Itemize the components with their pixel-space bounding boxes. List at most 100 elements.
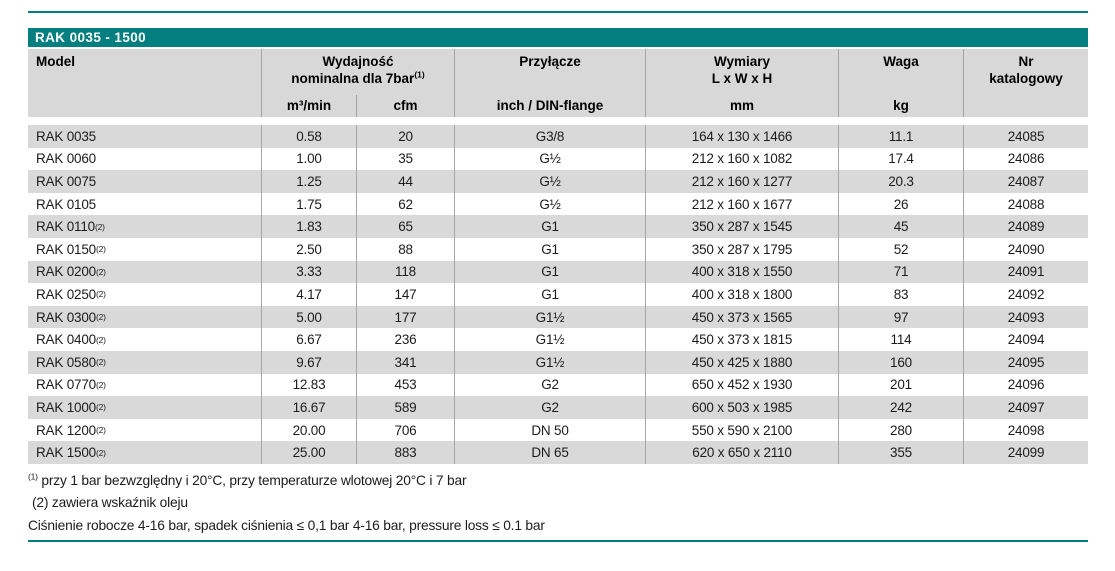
cell-catalog-number: 24099: [963, 441, 1088, 464]
cell-catalog-number: 24095: [963, 350, 1088, 374]
cell-catalog-number: 24094: [963, 328, 1088, 351]
column-header-unit-cfm: cfm: [356, 95, 454, 117]
cell-dimensions: 450 x 373 x 1815: [645, 328, 838, 351]
cell-weight: 45: [838, 215, 963, 238]
cell-model: RAK 0075: [36, 173, 96, 189]
cell-model: RAK 0300 (2): [36, 309, 106, 325]
footnote-1: (1) przy 1 bar bezwzględny i 20°C, przy …: [28, 471, 467, 488]
cell-weight: 201: [838, 373, 963, 397]
cell-dimensions: 350 x 287 x 1545: [645, 215, 838, 238]
cell-cfm: 453: [356, 373, 454, 397]
bottom-divider-rule: [28, 539, 1088, 542]
cell-connection: G1: [454, 237, 645, 261]
cell-weight: 26: [838, 192, 963, 216]
column-header-unit-m3min: m³/min: [261, 95, 356, 117]
table-row: RAK 0250 (2) 4.17 147 G1 400 x 318 x 1800…: [28, 283, 1088, 306]
cell-catalog-number: 24093: [963, 305, 1088, 329]
cell-connection: G1½: [454, 350, 645, 374]
column-header-model: Model: [36, 54, 75, 69]
cell-model: RAK 0035: [36, 128, 96, 144]
cell-cfm: 62: [356, 192, 454, 216]
top-divider-rule: [28, 11, 1088, 13]
cell-dimensions: 450 x 425 x 1880: [645, 350, 838, 374]
cell-catalog-number: 24087: [963, 170, 1088, 193]
table-row: RAK 0035 0.58 20 G3/8 164 x 130 x 1466 1…: [28, 125, 1088, 148]
cell-catalog-number: 24091: [963, 260, 1088, 284]
cell-m3min: 6.67: [261, 328, 356, 351]
cell-dimensions: 450 x 373 x 1565: [645, 305, 838, 329]
cell-cfm: 177: [356, 305, 454, 329]
cell-weight: 52: [838, 237, 963, 261]
cell-dimensions: 350 x 287 x 1795: [645, 237, 838, 261]
cell-connection: G1: [454, 260, 645, 284]
cell-model: RAK 0110 (2): [36, 219, 105, 235]
cell-catalog-number: 24098: [963, 418, 1088, 442]
cell-dimensions: 212 x 160 x 1677: [645, 192, 838, 216]
table-row: RAK 0580 (2) 9.67 341 G1½ 450 x 425 x 188…: [28, 350, 1088, 374]
table-row: RAK 0060 1.00 35 G½ 212 x 160 x 1082 17.…: [28, 147, 1088, 171]
cell-m3min: 1.00: [261, 147, 356, 171]
column-header-weight: Waga: [838, 49, 963, 95]
cell-cfm: 118: [356, 260, 454, 284]
table-row: RAK 0150 (2) 2.50 88 G1 350 x 287 x 1795 …: [28, 237, 1088, 261]
column-header-unit-kg: kg: [838, 95, 963, 117]
header-body-gap: [28, 117, 1088, 125]
cell-cfm: 341: [356, 350, 454, 374]
cell-weight: 71: [838, 260, 963, 284]
cell-connection: G1: [454, 283, 645, 306]
cell-connection: G½: [454, 147, 645, 171]
cell-m3min: 1.83: [261, 215, 356, 238]
cell-connection: G½: [454, 192, 645, 216]
cell-connection: DN 65: [454, 441, 645, 464]
cell-dimensions: 650 x 452 x 1930: [645, 373, 838, 397]
cell-dimensions: 400 x 318 x 1800: [645, 283, 838, 306]
cell-connection: G3/8: [454, 125, 645, 148]
table-row: RAK 0105 1.75 62 G½ 212 x 160 x 1677 26 …: [28, 192, 1088, 216]
cell-cfm: 88: [356, 237, 454, 261]
cell-dimensions: 164 x 130 x 1466: [645, 125, 838, 148]
column-header-catalog-number: Nr katalogowy: [963, 49, 1088, 117]
cell-model: RAK 1500 (2): [36, 445, 106, 461]
cell-model: RAK 0250 (2): [36, 286, 106, 302]
cell-model: RAK 1000 (2): [36, 399, 106, 415]
cell-m3min: 5.00: [261, 305, 356, 329]
cell-m3min: 16.67: [261, 396, 356, 419]
cell-connection: G1: [454, 215, 645, 238]
cell-model: RAK 0105: [36, 196, 96, 212]
cell-dimensions: 400 x 318 x 1550: [645, 260, 838, 284]
cell-cfm: 883: [356, 441, 454, 464]
cell-model: RAK 0770 (2): [36, 377, 106, 393]
cell-model: RAK 0200 (2): [36, 264, 106, 280]
column-header-unit-mm: mm: [645, 95, 838, 117]
cell-weight: 83: [838, 283, 963, 306]
cell-catalog-number: 24090: [963, 237, 1088, 261]
column-header-connection: Przyłącze: [454, 49, 645, 95]
cell-weight: 20.3: [838, 170, 963, 193]
cell-catalog-number: 24085: [963, 125, 1088, 148]
cell-model: RAK 0060: [36, 151, 96, 167]
column-header-dimensions: Wymiary L x W x H: [645, 49, 838, 95]
cell-dimensions: 550 x 590 x 2100: [645, 418, 838, 442]
cell-dimensions: 212 x 160 x 1082: [645, 147, 838, 171]
footnote-3: Ciśnienie robocze 4-16 bar, spadek ciśni…: [28, 517, 545, 533]
table-row: RAK 1000 (2) 16.67 589 G2 600 x 503 x 198…: [28, 396, 1088, 419]
footnote-ref-1: (1): [414, 69, 425, 80]
column-header-unit-connection: inch / DIN-flange: [454, 95, 645, 117]
cell-cfm: 65: [356, 215, 454, 238]
cell-weight: 97: [838, 305, 963, 329]
cell-dimensions: 620 x 650 x 2110: [645, 441, 838, 464]
cell-weight: 355: [838, 441, 963, 464]
cell-model: RAK 0150 (2): [36, 241, 106, 257]
cell-connection: G1½: [454, 305, 645, 329]
cell-model: RAK 1200 (2): [36, 422, 106, 438]
cell-m3min: 12.83: [261, 373, 356, 397]
table-row: RAK 0300 (2) 5.00 177 G1½ 450 x 373 x 156…: [28, 305, 1088, 329]
cell-connection: G½: [454, 170, 645, 193]
cell-m3min: 25.00: [261, 441, 356, 464]
spec-table: RAK 0035 - 1500 Model Wydajność nominaln…: [28, 11, 1088, 542]
table-body: RAK 0035 0.58 20 G3/8 164 x 130 x 1466 1…: [28, 125, 1088, 464]
cell-catalog-number: 24092: [963, 283, 1088, 306]
cell-cfm: 44: [356, 170, 454, 193]
cell-m3min: 1.75: [261, 192, 356, 216]
